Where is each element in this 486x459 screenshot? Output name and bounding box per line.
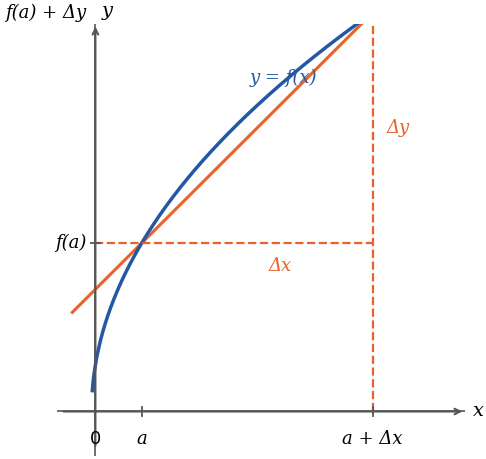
- Text: y: y: [102, 2, 113, 20]
- Text: 0: 0: [90, 430, 101, 448]
- Text: a: a: [136, 430, 147, 448]
- Text: a + Δx: a + Δx: [343, 430, 403, 448]
- Text: Δy: Δy: [386, 119, 410, 137]
- Text: f(a): f(a): [55, 234, 86, 252]
- Text: y = f(x): y = f(x): [249, 68, 317, 87]
- Text: Δx: Δx: [269, 257, 292, 274]
- Text: f(a) + Δy: f(a) + Δy: [5, 4, 86, 22]
- Text: x: x: [473, 403, 484, 420]
